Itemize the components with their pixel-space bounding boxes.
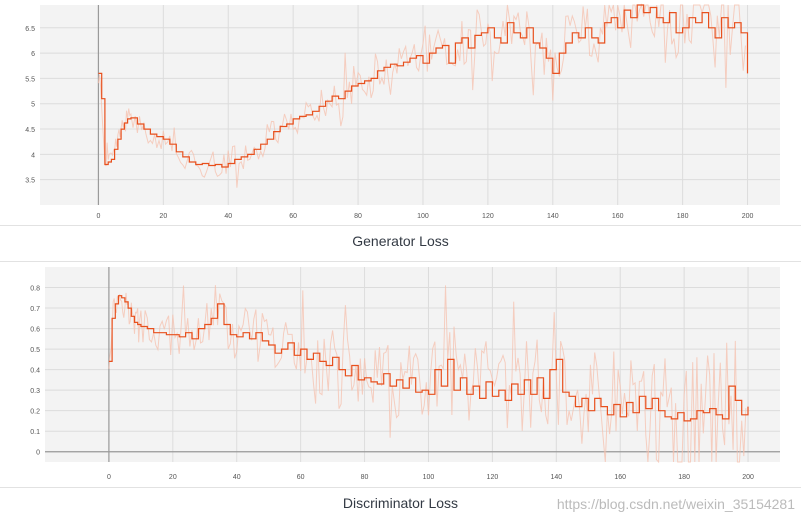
x-tick-label: 160 [612,213,624,220]
y-tick-label: 0.6 [30,327,40,334]
x-tick-label: 20 [159,213,167,220]
y-tick-label: 0.4 [30,368,40,375]
y-tick-label: 5 [31,102,35,109]
x-tick-label: 40 [224,213,232,220]
x-tick-label: 80 [354,213,362,220]
y-tick-label: 6 [31,51,35,58]
x-tick-label: 40 [233,474,241,481]
generator-loss-chart: 3.5 4 4.5 5 5.5 6 6.5 0 20 40 60 80 100 120 140 160 180 2… [25,3,780,220]
y-tick-label: 3.5 [25,178,35,185]
discriminator-loss-title: Discriminator Loss [342,495,459,511]
x-tick-label: 140 [547,213,559,220]
x-tick-label: 100 [423,474,435,481]
discriminator-loss-chart: 0 0.1 0.2 0.3 0.4 0.5 0.6 0.7 0.8 0 20 40 60 80 100 120… [30,267,780,481]
x-tick-label: 160 [614,474,626,481]
y-tick-label: 0.1 [30,429,40,436]
y-tick-label: 0.3 [30,388,40,395]
x-tick-label: 0 [96,213,100,220]
x-tick-label: 200 [742,213,754,220]
generator-loss-title: Generator Loss [352,233,449,249]
generator-loss-panel: 3.5 4 4.5 5 5.5 6 6.5 0 20 40 60 80 100 120 140 160 180 2… [0,0,801,261]
x-tick-label: 140 [550,474,562,481]
x-tick-label: 100 [417,213,429,220]
y-tick-label: 0.7 [30,306,40,313]
x-tick-label: 120 [487,474,499,481]
x-tick-label: 120 [482,213,494,220]
y-tick-label: 0.5 [30,347,40,354]
x-tick-label: 200 [742,474,754,481]
x-tick-label: 180 [677,213,689,220]
x-tick-label: 60 [289,213,297,220]
smoothed-loss-line [98,4,749,168]
x-tick-label: 20 [169,474,177,481]
divider [0,225,801,226]
raw-loss-line [108,285,747,464]
y-tick-label: 0.8 [30,286,40,293]
plot-background [40,5,780,205]
y-tick-label: 0 [36,450,40,457]
x-tick-label: 60 [297,474,305,481]
smoothed-loss-line [108,295,749,422]
y-tick-label: 6.5 [25,26,35,33]
x-tick-label: 80 [361,474,369,481]
plot-background [45,267,780,462]
divider [0,261,801,262]
y-tick-label: 4 [31,152,35,159]
watermark: https://blog.csdn.net/weixin_35154281 [556,496,795,512]
x-tick-label: 180 [678,474,690,481]
y-tick-label: 0.2 [30,409,40,416]
discriminator-loss-panel: 0 0.1 0.2 0.3 0.4 0.5 0.6 0.7 0.8 0 20 40 60 80 100 120… [0,261,801,524]
raw-loss-line [97,3,746,188]
divider [0,487,801,488]
x-tick-label: 0 [107,474,111,481]
y-tick-label: 5.5 [25,76,35,83]
y-tick-label: 4.5 [25,127,35,134]
